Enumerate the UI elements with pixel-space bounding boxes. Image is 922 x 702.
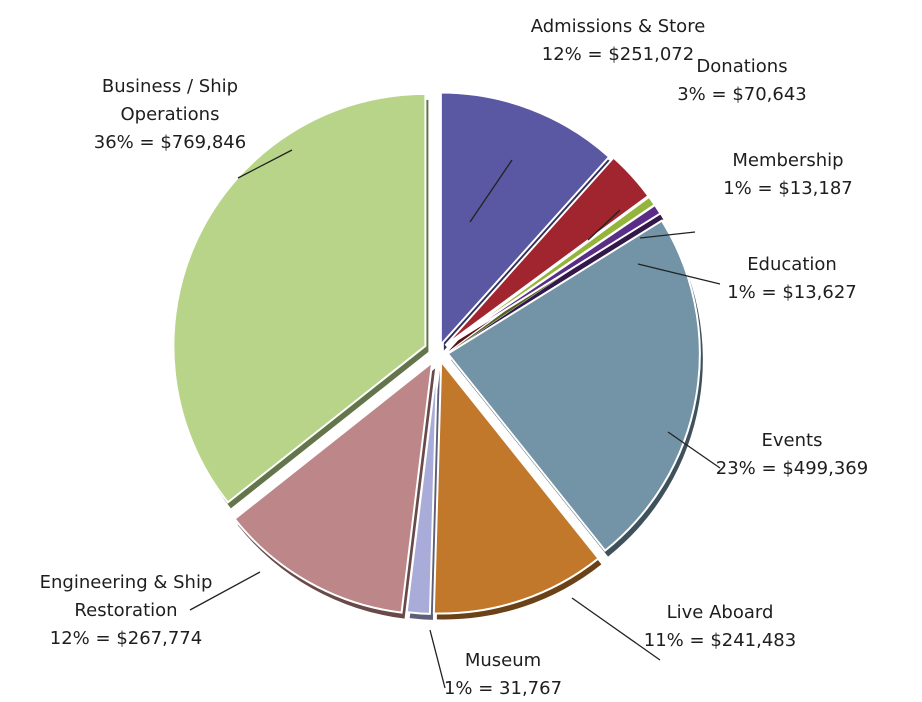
slice-business-ship-operations bbox=[172, 92, 427, 504]
slice-labels: Admissions & Store 12% = $251,072Donation… bbox=[40, 16, 869, 699]
label-line-engineering-ship-restoration-0: Engineering & Ship bbox=[40, 572, 213, 593]
leader-line-membership bbox=[639, 231, 696, 239]
label-events: Events 23% = $499,369 bbox=[716, 430, 868, 479]
label-line-business-ship-operations-2: 36% = $769,846 bbox=[94, 132, 246, 153]
label-line-business-ship-operations-0: Business / Ship bbox=[102, 76, 238, 97]
label-line-live-aboard-0: Live Aboard bbox=[667, 602, 774, 623]
label-line-business-ship-operations-1: Operations bbox=[121, 104, 220, 125]
slice-engineering-ship-restoration bbox=[233, 360, 434, 614]
slice-live-aboard bbox=[432, 358, 600, 615]
slice-donations bbox=[444, 156, 650, 347]
label-line-engineering-ship-restoration-2: 12% = $267,774 bbox=[50, 628, 202, 649]
label-line-education-1: 1% = $13,627 bbox=[727, 282, 857, 303]
label-live-aboard: Live Aboard 11% = $241,483 bbox=[644, 602, 796, 651]
label-membership: Membership 1% = $13,187 bbox=[723, 150, 853, 199]
leader-line-business-ship-operations bbox=[237, 149, 293, 179]
label-line-membership-0: Membership bbox=[732, 150, 843, 171]
label-line-museum-1: 1% = 31,767 bbox=[444, 678, 562, 699]
pie-slices bbox=[172, 91, 701, 615]
leader-line-education bbox=[637, 263, 721, 285]
label-line-museum-0: Museum bbox=[465, 650, 541, 671]
label-admissions-store: Admissions & Store 12% = $251,072 bbox=[531, 16, 706, 65]
leader-line-live-aboard bbox=[571, 597, 661, 661]
label-engineering-ship-restoration: Engineering & Ship Restoration 12% = $267,… bbox=[40, 572, 213, 649]
slice-education bbox=[445, 203, 662, 348]
leader-line-engineering-ship-restoration bbox=[189, 571, 261, 611]
label-museum: Museum 1% = 31,767 bbox=[444, 650, 562, 699]
label-line-admissions-store-1: 12% = $251,072 bbox=[542, 44, 694, 65]
label-education: Education 1% = $13,627 bbox=[727, 254, 857, 303]
label-line-education-0: Education bbox=[747, 254, 837, 275]
leader-line-museum bbox=[429, 629, 446, 689]
slice-shadow-education bbox=[449, 211, 664, 353]
label-business-ship-operations: Business / Ship Operations 36% = $769,846 bbox=[94, 76, 246, 153]
label-line-engineering-ship-restoration-1: Restoration bbox=[74, 600, 177, 621]
slice-events bbox=[446, 219, 701, 553]
label-line-events-0: Events bbox=[762, 430, 823, 451]
leader-line-events bbox=[667, 431, 721, 469]
label-line-live-aboard-1: 11% = $241,483 bbox=[644, 630, 796, 651]
label-line-membership-1: 1% = $13,187 bbox=[723, 178, 853, 199]
label-line-admissions-store-0: Admissions & Store bbox=[531, 16, 706, 37]
label-line-events-1: 23% = $499,369 bbox=[716, 458, 868, 479]
slice-admissions-store bbox=[439, 91, 611, 348]
leader-lines bbox=[189, 149, 721, 689]
label-line-donations-1: 3% = $70,643 bbox=[677, 84, 807, 105]
label-donations: Donations 3% = $70,643 bbox=[677, 56, 807, 105]
leader-line-admissions-store bbox=[469, 159, 513, 223]
label-line-donations-0: Donations bbox=[696, 56, 787, 77]
leader-line-donations bbox=[587, 209, 621, 241]
slice-museum bbox=[405, 361, 439, 615]
